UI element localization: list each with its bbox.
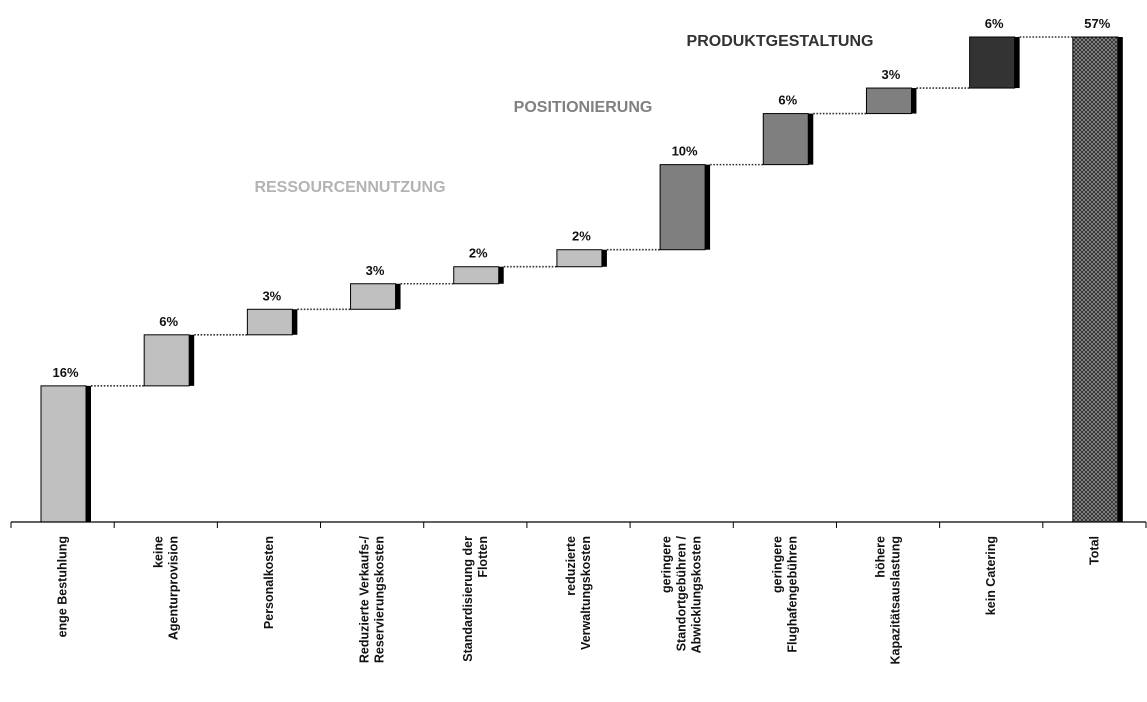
category-label-line: Total [1087, 536, 1101, 565]
category-label: keineAgenturprovision [151, 536, 180, 640]
value-label: 2% [572, 229, 591, 244]
value-labels: 16% 6% 3% 3% 2% 2% 10% 6% 3% 6% 57% [52, 16, 1110, 380]
category-label-line: keine [151, 536, 165, 568]
category-label-line: geringere [770, 536, 784, 593]
category-label-line: Flughafengebühren [785, 536, 799, 653]
x-axis [10, 521, 1147, 528]
category-label-line: Flotten [476, 536, 490, 578]
category-label: Reduzierte Verkaufs-/Reservierungskosten [358, 535, 387, 663]
bar-shadow [395, 283, 401, 310]
bar [865, 87, 912, 115]
bar [143, 334, 190, 387]
bar-shadow [601, 249, 607, 267]
category-label-line: Reservierungskosten [373, 536, 387, 663]
bar [350, 283, 397, 310]
category-label: geringereFlughafengebühren [770, 536, 799, 653]
category-label: kein Catering [984, 536, 998, 615]
category-label-line: Verwaltungskosten [579, 536, 593, 650]
category-label: enge Bestuhlung [56, 536, 70, 637]
category-label-line: Agenturprovision [166, 536, 180, 640]
bar [40, 385, 87, 523]
category-label-line: geringere [660, 536, 674, 593]
bar [969, 36, 1016, 89]
total-bar [1072, 36, 1119, 523]
category-label: geringereStandortgebühren /Abwicklungsko… [660, 535, 704, 653]
bar-shadow [808, 113, 814, 165]
value-label: 3% [366, 263, 385, 278]
value-label: 10% [672, 144, 698, 159]
category-label-line: Abwicklungskosten [690, 536, 704, 653]
category-label-line: Personalkosten [262, 536, 276, 629]
category-label-line: Kapazitätsauslastung [889, 536, 903, 665]
bar-shadow [189, 334, 195, 386]
bar [453, 266, 500, 285]
value-label: 6% [159, 314, 178, 329]
value-label: 6% [985, 16, 1004, 31]
category-label-line: enge Bestuhlung [56, 536, 70, 637]
value-label: 16% [52, 365, 78, 380]
bar-shadow [1014, 37, 1020, 89]
bar-shadow [705, 164, 711, 250]
bar-shadow [86, 385, 91, 522]
value-label: 2% [469, 246, 488, 261]
bar [556, 249, 603, 268]
category-label-line: Standortgebühren / [675, 535, 689, 651]
group-label: RESSOURCENNUTZUNG [254, 179, 445, 196]
category-label: reduzierteVerwaltungskosten [564, 536, 593, 650]
value-label: 3% [882, 67, 901, 82]
category-label-line: Standardisierung der [461, 536, 475, 662]
category-label: Personalkosten [262, 536, 276, 629]
category-label-line: kein Catering [984, 536, 998, 615]
category-label-line: Reduzierte Verkaufs-/ [358, 535, 372, 663]
category-label: höhereKapazitätsauslastung [874, 536, 903, 665]
category-labels: enge Bestuhlung keineAgenturprovision Pers… [56, 535, 1102, 664]
category-label: Total [1087, 536, 1101, 565]
category-label: Standardisierung derFlotten [461, 536, 490, 662]
value-label: 6% [778, 93, 797, 108]
value-label: 57% [1084, 16, 1110, 31]
bar [762, 113, 809, 166]
group-labels: RESSOURCENNUTZUNG POSITIONIERUNG PRODUKTGE… [254, 33, 873, 196]
bar-shadow [911, 88, 917, 114]
group-label: PRODUKTGESTALTUNG [687, 33, 874, 50]
bar [246, 308, 293, 336]
category-label-line: reduzierte [564, 536, 578, 596]
bar [659, 164, 706, 251]
bar-shadow [1117, 37, 1123, 522]
bar-shadow [292, 309, 298, 335]
connector-lines [91, 36, 1073, 387]
group-label: POSITIONIERUNG [514, 99, 653, 116]
bar-shadow [498, 266, 504, 284]
bars [40, 36, 1123, 523]
value-label: 3% [262, 288, 281, 303]
category-label-line: höhere [874, 536, 888, 578]
